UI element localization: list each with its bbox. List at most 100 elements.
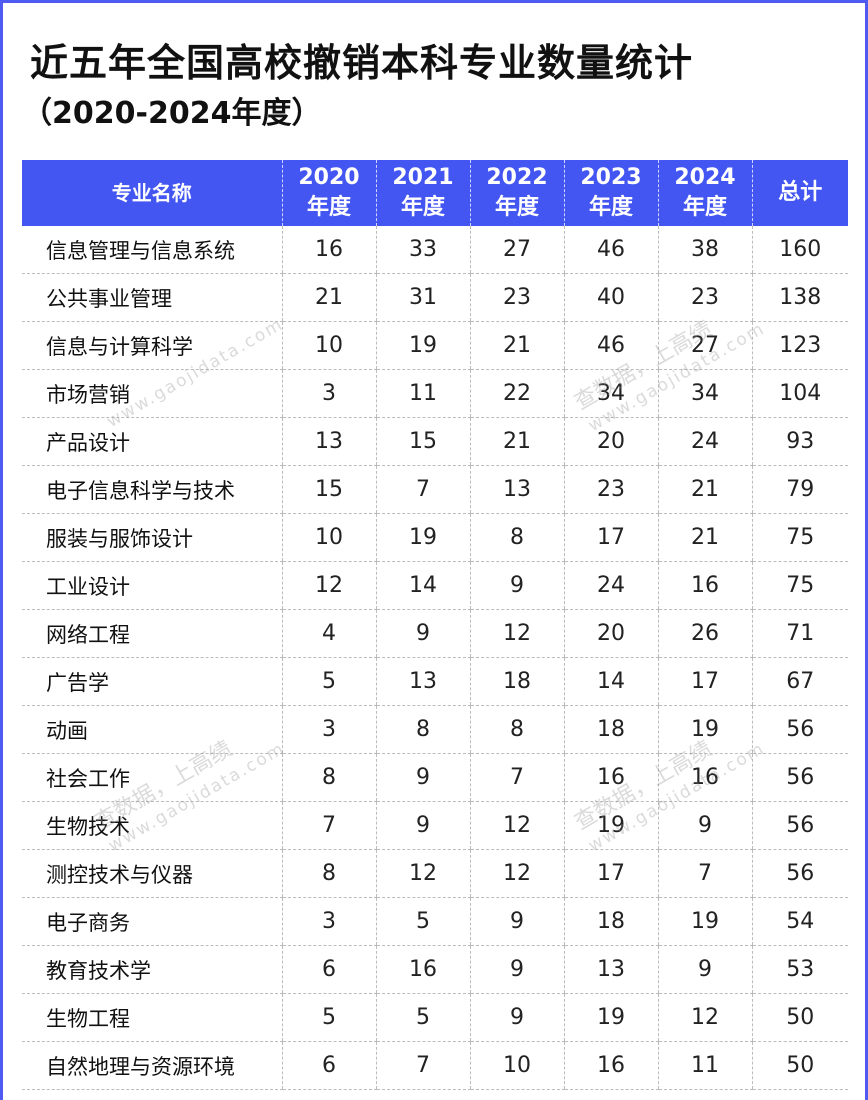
count-cell: 56 — [751, 849, 848, 898]
count-cell: 18 — [563, 897, 658, 946]
page-subtitle: （2020-2024年度） — [22, 96, 322, 131]
table-row: 测控技术与仪器 8 12 12 17 7 56 — [22, 849, 848, 898]
count-cell: 7 — [281, 801, 376, 850]
count-cell: 14 — [563, 657, 658, 706]
count-cell: 5 — [375, 897, 470, 946]
count-cell: 20 — [563, 609, 658, 658]
count-cell: 12 — [375, 849, 470, 898]
table-row: 产品设计 13 15 21 20 24 93 — [22, 417, 848, 466]
column-header-label: 总计 — [778, 180, 823, 205]
column-header-label: 2020 — [298, 165, 360, 190]
majors-table: 专业名称 2020 年度 2021 年度 2022 年度 2023 年度 2024 年度 总计 信息管… — [22, 160, 848, 1090]
table-row: 生物工程 5 5 9 19 12 50 — [22, 993, 848, 1042]
count-cell: 34 — [657, 369, 752, 418]
count-cell: 21 — [657, 513, 752, 562]
count-cell: 8 — [281, 849, 376, 898]
count-cell: 75 — [751, 513, 848, 562]
count-cell: 138 — [751, 273, 848, 322]
count-cell: 18 — [469, 657, 564, 706]
count-cell: 160 — [751, 226, 848, 274]
count-cell: 34 — [563, 369, 658, 418]
count-cell: 6 — [281, 945, 376, 994]
count-cell: 11 — [375, 369, 470, 418]
table-row: 社会工作 8 9 7 16 16 56 — [22, 753, 848, 802]
count-cell: 46 — [563, 321, 658, 370]
count-cell: 40 — [563, 273, 658, 322]
count-cell: 9 — [375, 753, 470, 802]
count-cell: 8 — [281, 753, 376, 802]
count-cell: 13 — [563, 945, 658, 994]
count-cell: 67 — [751, 657, 848, 706]
major-name-cell: 电子信息科学与技术 — [22, 465, 282, 514]
count-cell: 22 — [469, 369, 564, 418]
count-cell: 18 — [563, 705, 658, 754]
count-cell: 7 — [375, 465, 470, 514]
count-cell: 16 — [657, 561, 752, 610]
count-cell: 12 — [469, 609, 564, 658]
count-cell: 9 — [375, 801, 470, 850]
count-cell: 8 — [375, 705, 470, 754]
column-header: 2020 年度 — [281, 160, 376, 226]
count-cell: 15 — [281, 465, 376, 514]
table-row: 教育技术学 6 16 9 13 9 53 — [22, 945, 848, 994]
count-cell: 3 — [281, 897, 376, 946]
count-cell: 17 — [563, 513, 658, 562]
major-name-cell: 生物工程 — [22, 993, 282, 1042]
count-cell: 56 — [751, 801, 848, 850]
major-name-cell: 自然地理与资源环境 — [22, 1041, 282, 1090]
table-header-row: 专业名称 2020 年度 2021 年度 2022 年度 2023 年度 2024 年度 总计 — [22, 160, 848, 226]
count-cell: 38 — [657, 226, 752, 274]
count-cell: 10 — [281, 513, 376, 562]
count-cell: 6 — [281, 1041, 376, 1090]
count-cell: 50 — [751, 993, 848, 1042]
table-row: 工业设计 12 14 9 24 16 75 — [22, 561, 848, 610]
column-header: 2023 年度 — [563, 160, 658, 226]
major-name-cell: 电子商务 — [22, 897, 282, 946]
page-title: 近五年全国高校撤销本科专业数量统计 — [30, 41, 694, 85]
major-name-cell: 教育技术学 — [22, 945, 282, 994]
count-cell: 23 — [469, 273, 564, 322]
count-cell: 14 — [375, 561, 470, 610]
count-cell: 16 — [281, 226, 376, 274]
major-name-cell: 社会工作 — [22, 753, 282, 802]
count-cell: 7 — [375, 1041, 470, 1090]
table-row: 电子商务 3 5 9 18 19 54 — [22, 897, 848, 946]
major-name-cell: 公共事业管理 — [22, 273, 282, 322]
column-header: 2021 年度 — [375, 160, 470, 226]
count-cell: 24 — [563, 561, 658, 610]
count-cell: 20 — [563, 417, 658, 466]
table-row: 生物技术 7 9 12 19 9 56 — [22, 801, 848, 850]
column-header-label: 2021 — [392, 165, 454, 190]
count-cell: 3 — [281, 369, 376, 418]
count-cell: 21 — [281, 273, 376, 322]
column-header-label: 专业名称 — [111, 181, 192, 205]
count-cell: 9 — [469, 945, 564, 994]
count-cell: 104 — [751, 369, 848, 418]
count-cell: 8 — [469, 705, 564, 754]
count-cell: 12 — [281, 561, 376, 610]
count-cell: 26 — [657, 609, 752, 658]
count-cell: 8 — [469, 513, 564, 562]
column-header: 2022 年度 — [469, 160, 564, 226]
count-cell: 33 — [375, 226, 470, 274]
count-cell: 5 — [375, 993, 470, 1042]
count-cell: 93 — [751, 417, 848, 466]
major-name-cell: 网络工程 — [22, 609, 282, 658]
count-cell: 10 — [469, 1041, 564, 1090]
table-row: 网络工程 4 9 12 20 26 71 — [22, 609, 848, 658]
column-header-sublabel: 年度 — [400, 195, 445, 220]
count-cell: 17 — [657, 657, 752, 706]
table-row: 信息管理与信息系统 16 33 27 46 38 160 — [22, 226, 848, 274]
count-cell: 7 — [469, 753, 564, 802]
count-cell: 10 — [281, 321, 376, 370]
count-cell: 21 — [657, 465, 752, 514]
count-cell: 9 — [469, 561, 564, 610]
count-cell: 27 — [657, 321, 752, 370]
major-name-cell: 测控技术与仪器 — [22, 849, 282, 898]
count-cell: 13 — [375, 657, 470, 706]
column-header-label: 2023 — [580, 165, 642, 190]
column-header-sublabel: 年度 — [306, 195, 351, 220]
count-cell: 19 — [657, 705, 752, 754]
count-cell: 13 — [281, 417, 376, 466]
